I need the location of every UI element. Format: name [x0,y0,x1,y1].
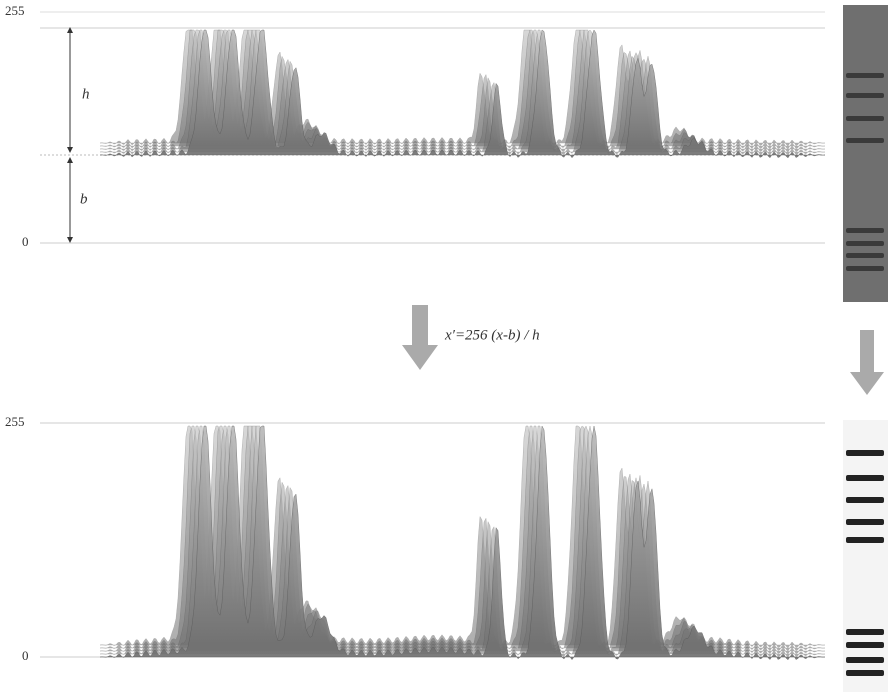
bottom-255-label: 255 [5,414,25,429]
gel-band [846,93,884,98]
b-label: b [80,191,88,207]
gel-band [846,657,884,663]
gel-band [846,629,884,635]
gel-band [846,475,884,481]
bottom-surface [100,426,825,660]
gel-band [846,519,884,525]
gel-band [846,266,884,271]
top-0-label: 0 [22,234,29,249]
gel-band [846,241,884,246]
surface-layer [100,426,825,660]
gel-band [846,228,884,233]
top-255-label: 255 [5,3,25,18]
formula: x′=256 (x-b) / h [444,327,540,343]
bottom-0-label: 0 [22,648,29,663]
page: 255 0 h b x′=256 (x-b) / h 255 0 (() => … [0,0,888,699]
bottom-gel [843,420,888,692]
figure: 255 0 h b x′=256 (x-b) / h 255 0 [0,0,888,699]
gel-band [846,450,884,456]
gel-band [846,537,884,543]
gel-band [846,670,884,676]
gel-band [846,73,884,78]
gel-band [846,497,884,503]
h-label: h [82,86,90,102]
surface-layer [100,30,825,158]
gel-band [846,642,884,648]
gel-arrow [850,330,884,395]
top-surface [100,30,825,158]
gel-band [846,253,884,258]
gel-band [846,116,884,121]
down-arrow [402,305,438,370]
gel-band [846,138,884,143]
